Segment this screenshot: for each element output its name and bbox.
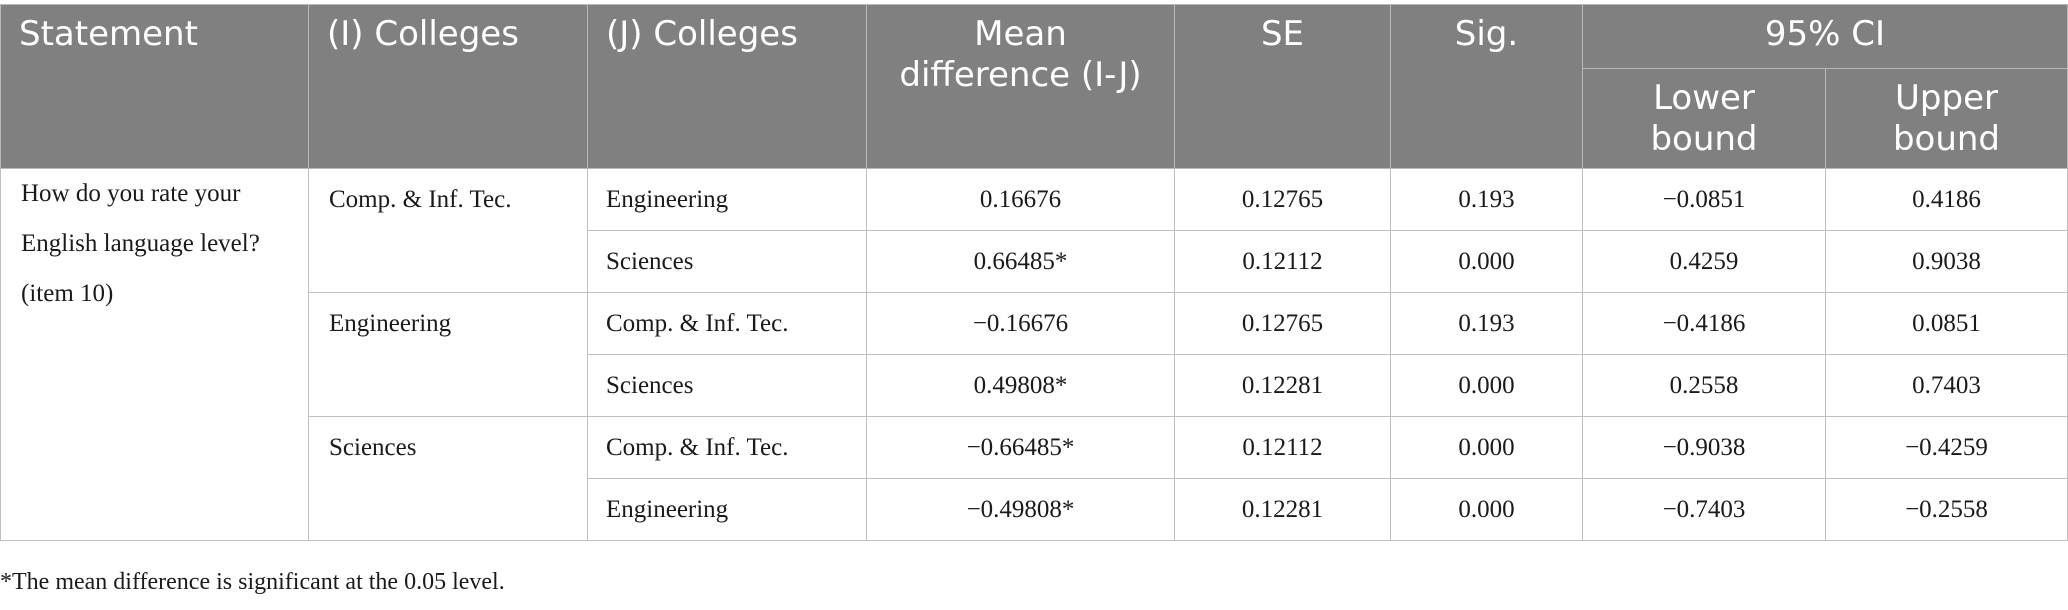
upper-bound-cell: −0.2558: [1825, 478, 2068, 541]
sig-cell: 0.000: [1390, 416, 1583, 479]
se-cell: 0.12765: [1174, 168, 1391, 231]
header-upper-line1: Upper: [1895, 78, 1998, 118]
se-cell: 0.12112: [1174, 416, 1391, 479]
table-row: Sciences Comp. & Inf. Tec. −0.66485* 0.1…: [1, 416, 2068, 541]
header-lower-line2: bound: [1650, 119, 1758, 159]
j-college-cell: Comp. & Inf. Tec.: [587, 416, 867, 479]
table-row: Sciences 0.49808* 0.12281 0.000 0.2558 0…: [1, 354, 2068, 417]
sig-cell: 0.193: [1390, 168, 1583, 231]
header-i-colleges: (I) Colleges: [308, 4, 588, 169]
mean-difference-cell: −0.66485*: [866, 416, 1175, 479]
upper-bound-cell: 0.0851: [1825, 292, 2068, 355]
header-lower-bound: Lower bound: [1582, 68, 1826, 169]
results-table-container: Statement (I) Colleges (J) Colleges Mean…: [0, 4, 2068, 541]
sig-cell: 0.000: [1390, 230, 1583, 293]
j-college-cell: Engineering: [587, 478, 867, 541]
lower-bound-cell: −0.4186: [1582, 292, 1826, 355]
header-mean-difference-line2: difference (I-J): [899, 55, 1142, 95]
header-upper-line2: bound: [1892, 119, 2001, 159]
table-header: Statement (I) Colleges (J) Colleges Mean…: [0, 4, 2068, 169]
i-college-cell: Sciences: [308, 416, 588, 541]
header-mean-difference-line1: Mean: [974, 14, 1067, 54]
j-college-cell: Engineering: [587, 168, 867, 231]
statement-line: (item 10): [21, 280, 114, 307]
header-lower-line1: Lower: [1653, 78, 1755, 118]
j-college-cell: Sciences: [587, 230, 867, 293]
mean-difference-cell: 0.66485*: [866, 230, 1175, 293]
lower-bound-cell: −0.0851: [1582, 168, 1826, 231]
upper-bound-cell: 0.7403: [1825, 354, 2068, 417]
mean-difference-cell: −0.16676: [866, 292, 1175, 355]
table-footnote: *The mean difference is significant at t…: [0, 569, 505, 595]
statement-line: English language level?: [21, 230, 260, 257]
statement-cell: How do you rate your English language le…: [0, 168, 309, 541]
header-se: SE: [1174, 4, 1391, 169]
lower-bound-cell: −0.7403: [1582, 478, 1826, 541]
header-ci: 95% CI: [1582, 4, 2068, 69]
mean-difference-cell: 0.49808*: [866, 354, 1175, 417]
header-mean-difference: Mean difference (I-J): [866, 4, 1175, 169]
lower-bound-cell: 0.4259: [1582, 230, 1826, 293]
mean-difference-cell: 0.16676: [866, 168, 1175, 231]
header-j-colleges: (J) Colleges: [587, 4, 867, 169]
header-statement: Statement: [0, 4, 309, 169]
upper-bound-cell: −0.4259: [1825, 416, 2068, 479]
j-college-cell: Sciences: [587, 354, 867, 417]
sig-cell: 0.000: [1390, 478, 1583, 541]
statement-line: How do you rate your: [21, 180, 241, 207]
lower-bound-cell: −0.9038: [1582, 416, 1826, 479]
table-row: Engineering −0.49808* 0.12281 0.000 −0.7…: [1, 478, 2068, 541]
sig-cell: 0.193: [1390, 292, 1583, 355]
table-row: Sciences 0.66485* 0.12112 0.000 0.4259 0…: [1, 230, 2068, 293]
table-body: How do you rate your English language le…: [0, 168, 2068, 541]
sig-cell: 0.000: [1390, 354, 1583, 417]
se-cell: 0.12281: [1174, 478, 1391, 541]
se-cell: 0.12765: [1174, 292, 1391, 355]
table-row: Engineering Comp. & Inf. Tec. −0.16676 0…: [1, 292, 2068, 417]
post-hoc-comparison-table: Statement (I) Colleges (J) Colleges Mean…: [0, 4, 2068, 541]
j-college-cell: Comp. & Inf. Tec.: [587, 292, 867, 355]
upper-bound-cell: 0.9038: [1825, 230, 2068, 293]
header-sig: Sig.: [1390, 4, 1583, 169]
i-college-cell: Comp. & Inf. Tec.: [308, 168, 588, 293]
se-cell: 0.12281: [1174, 354, 1391, 417]
mean-difference-cell: −0.49808*: [866, 478, 1175, 541]
se-cell: 0.12112: [1174, 230, 1391, 293]
i-college-cell: Engineering: [308, 292, 588, 417]
upper-bound-cell: 0.4186: [1825, 168, 2068, 231]
header-upper-bound: Upper bound: [1825, 68, 2068, 169]
table-row: How do you rate your English language le…: [0, 168, 2068, 541]
lower-bound-cell: 0.2558: [1582, 354, 1826, 417]
